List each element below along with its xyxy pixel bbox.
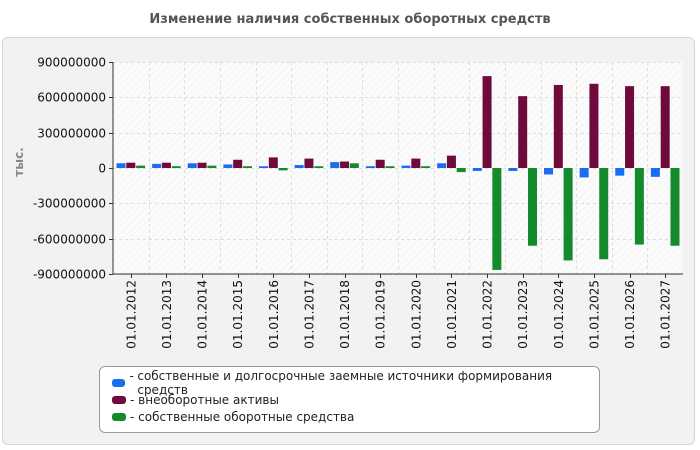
legend-item: - собственные и долгосрочные заемные ист… (110, 369, 589, 397)
bar-series-1 (650, 168, 660, 177)
bar-series-3 (563, 168, 573, 261)
x-tick-label: 01.01.2018 (338, 280, 352, 349)
bar-series-3 (349, 163, 359, 168)
bar-series-2 (375, 159, 385, 168)
bar-series-2 (340, 161, 350, 168)
bar-series-3 (456, 168, 466, 173)
bar-series-1 (294, 165, 304, 168)
bar-series-2 (411, 158, 421, 168)
legend-swatch-2 (112, 395, 126, 404)
bar-series-2 (518, 96, 528, 168)
bar-series-3 (242, 166, 252, 168)
bar-series-1 (365, 166, 375, 168)
y-axis-label: тыс. (12, 147, 26, 176)
bar-series-3 (207, 165, 217, 168)
bar-series-1 (579, 168, 589, 178)
legend: - собственные и долгосрочные заемные ист… (99, 366, 600, 433)
bar-series-2 (161, 162, 171, 168)
bar-series-2 (233, 159, 243, 168)
x-tick-label: 01.01.2013 (160, 280, 174, 349)
bar-series-2 (197, 162, 207, 168)
bar-series-2 (553, 84, 563, 168)
bar-series-3 (599, 168, 609, 260)
y-tick-label: 900000000 (37, 56, 106, 70)
bar-series-1 (152, 163, 162, 168)
bar-series-3 (136, 165, 146, 168)
x-tick-label: 01.01.2014 (196, 280, 210, 349)
bar-series-1 (401, 165, 411, 168)
legend-label-1: собственные и долгосрочные заемные источ… (137, 368, 553, 397)
bar-series-1 (508, 168, 518, 171)
bar-series-3 (634, 168, 644, 245)
y-tick-label: 600000000 (37, 91, 106, 105)
x-tick-label: 01.01.2024 (552, 280, 566, 349)
legend-item: - собственные оборотные средства (110, 408, 589, 425)
legend-label-2: внеоборотные активы (138, 392, 279, 407)
x-tick-label: 01.01.2012 (124, 280, 138, 349)
chart-title: Изменение наличия собственных оборотных … (149, 12, 551, 27)
y-tick-label: 300000000 (37, 127, 106, 141)
x-tick-label: 01.01.2015 (231, 280, 245, 349)
bar-series-2 (268, 157, 278, 168)
legend-swatch-3 (112, 412, 126, 421)
bar-series-3 (492, 168, 502, 270)
x-tick-label: 01.01.2016 (267, 280, 281, 349)
bar-series-3 (171, 166, 181, 168)
y-axis-ticks: 900000000 600000000 300000000 0 -300000000 -6… (33, 56, 113, 282)
legend-item: - внеоборотные активы (110, 391, 589, 408)
x-tick-label: 01.01.2023 (516, 280, 530, 349)
bar-series-1 (259, 166, 269, 168)
bar-series-1 (437, 163, 447, 168)
x-tick-label: 01.01.2025 (587, 280, 601, 349)
bar-series-3 (670, 168, 680, 246)
x-tick-label: 01.01.2020 (409, 280, 423, 349)
bar-series-1 (615, 168, 625, 176)
x-axis-ticks: 01.01.2012 01.01.2013 01.01.2014 01.01.2015… (124, 274, 673, 349)
bar-series-2 (482, 76, 492, 168)
bar-series-2 (660, 86, 670, 168)
y-tick-label: -600000000 (33, 233, 106, 247)
bar-series-2 (304, 158, 314, 168)
bar-series-1 (330, 162, 340, 168)
y-tick-label: -300000000 (33, 197, 106, 211)
bar-series-3 (278, 168, 288, 171)
x-tick-label: 01.01.2017 (302, 280, 316, 349)
y-tick-label: -900000000 (33, 268, 106, 282)
bar-series-1 (116, 163, 126, 168)
x-tick-label: 01.01.2022 (481, 280, 495, 349)
bar-series-3 (527, 168, 537, 246)
bar-series-3 (314, 166, 324, 168)
bar-series-3 (421, 166, 431, 168)
bar-series-2 (446, 155, 456, 168)
bar-series-1 (187, 163, 197, 168)
x-tick-label: 01.01.2026 (623, 280, 637, 349)
bar-series-1 (223, 164, 233, 168)
bar-series-3 (385, 166, 395, 168)
bars (116, 76, 680, 270)
x-tick-label: 01.01.2027 (659, 280, 673, 349)
x-tick-label: 01.01.2021 (445, 280, 459, 349)
bar-series-2 (625, 86, 635, 168)
legend-label-3: собственные оборотные средства (138, 409, 355, 424)
bar-series-2 (589, 83, 599, 168)
x-tick-label: 01.01.2019 (374, 280, 388, 349)
bar-series-2 (126, 162, 136, 168)
legend-swatch-1 (112, 378, 126, 387)
bar-series-1 (472, 168, 482, 171)
y-tick-label: 0 (98, 162, 106, 176)
bar-series-1 (544, 168, 554, 175)
